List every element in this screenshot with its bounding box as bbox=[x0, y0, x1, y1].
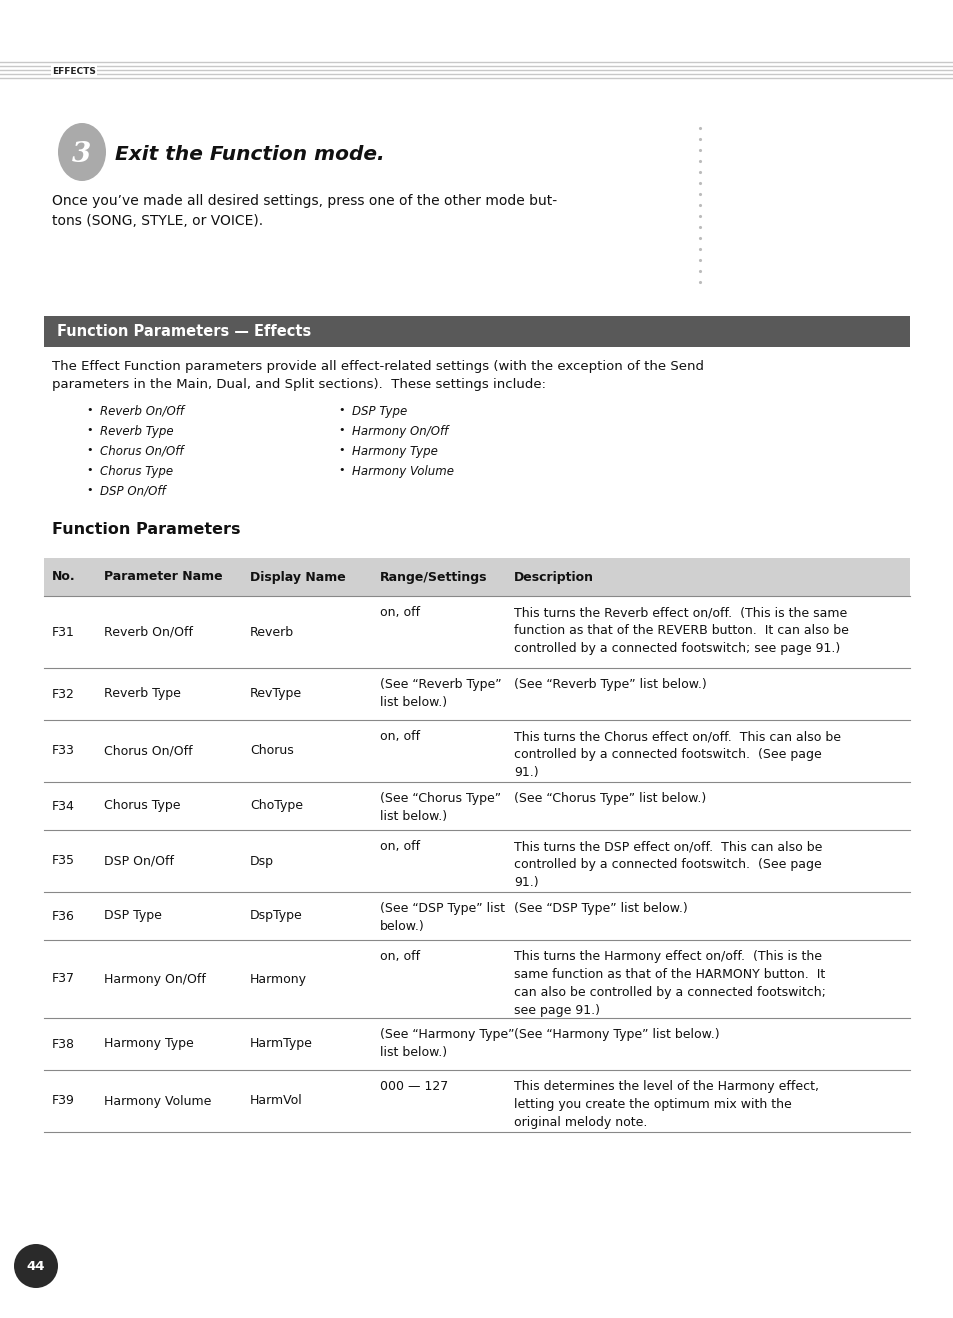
Text: F38: F38 bbox=[52, 1037, 75, 1050]
Text: Function Parameters: Function Parameters bbox=[52, 522, 240, 536]
Text: (See “Reverb Type”
list below.): (See “Reverb Type” list below.) bbox=[379, 677, 501, 709]
Bar bbox=[44, 316, 909, 347]
Text: Harmony Type: Harmony Type bbox=[104, 1037, 193, 1050]
Text: 000 — 127: 000 — 127 bbox=[379, 1079, 448, 1093]
Text: DSP On/Off: DSP On/Off bbox=[100, 485, 166, 498]
Text: Parameter Name: Parameter Name bbox=[104, 571, 222, 584]
Text: •: • bbox=[337, 405, 344, 415]
Text: Reverb: Reverb bbox=[250, 626, 294, 638]
Text: (See “Chorus Type” list below.): (See “Chorus Type” list below.) bbox=[514, 792, 705, 805]
Bar bbox=[44, 558, 909, 596]
Text: •: • bbox=[337, 445, 344, 455]
Text: Chorus Type: Chorus Type bbox=[104, 800, 180, 812]
Text: •: • bbox=[337, 465, 344, 474]
Text: DSP Type: DSP Type bbox=[104, 909, 162, 923]
Text: Chorus On/Off: Chorus On/Off bbox=[104, 745, 193, 758]
Text: 44: 44 bbox=[27, 1260, 45, 1272]
Text: No.: No. bbox=[52, 571, 75, 584]
Text: •: • bbox=[86, 445, 92, 455]
Text: HarmType: HarmType bbox=[250, 1037, 313, 1050]
Text: DSP Type: DSP Type bbox=[352, 405, 407, 418]
Text: Dsp: Dsp bbox=[250, 854, 274, 867]
Text: (See “Chorus Type”
list below.): (See “Chorus Type” list below.) bbox=[379, 792, 500, 822]
Text: ChoType: ChoType bbox=[250, 800, 303, 812]
Text: RevType: RevType bbox=[250, 688, 302, 700]
Text: Once you’ve made all desired settings, press one of the other mode but-: Once you’ve made all desired settings, p… bbox=[52, 194, 557, 208]
Text: on, off: on, off bbox=[379, 840, 419, 853]
Text: Harmony On/Off: Harmony On/Off bbox=[352, 424, 448, 438]
Text: parameters in the Main, Dual, and Split sections).  These settings include:: parameters in the Main, Dual, and Split … bbox=[52, 378, 545, 391]
Text: •: • bbox=[337, 424, 344, 435]
Text: Reverb On/Off: Reverb On/Off bbox=[100, 405, 184, 418]
Text: F36: F36 bbox=[52, 909, 74, 923]
Text: Reverb On/Off: Reverb On/Off bbox=[104, 626, 193, 638]
Text: •: • bbox=[86, 405, 92, 415]
Text: Exit the Function mode.: Exit the Function mode. bbox=[115, 145, 384, 163]
Text: Harmony: Harmony bbox=[250, 973, 307, 986]
Text: Harmony Volume: Harmony Volume bbox=[104, 1094, 212, 1107]
Circle shape bbox=[14, 1244, 58, 1288]
Text: F32: F32 bbox=[52, 688, 74, 700]
Text: DSP On/Off: DSP On/Off bbox=[104, 854, 173, 867]
Text: (See “Harmony Type”
list below.): (See “Harmony Type” list below.) bbox=[379, 1028, 514, 1058]
Text: Harmony Volume: Harmony Volume bbox=[352, 465, 454, 478]
Text: EFFECTS: EFFECTS bbox=[52, 66, 95, 75]
Text: This turns the Harmony effect on/off.  (This is the
same function as that of the: This turns the Harmony effect on/off. (T… bbox=[514, 950, 825, 1017]
Text: on, off: on, off bbox=[379, 606, 419, 619]
Text: on, off: on, off bbox=[379, 950, 419, 963]
Text: Display Name: Display Name bbox=[250, 571, 345, 584]
Text: This turns the DSP effect on/off.  This can also be
controlled by a connected fo: This turns the DSP effect on/off. This c… bbox=[514, 840, 821, 890]
Text: (See “Reverb Type” list below.): (See “Reverb Type” list below.) bbox=[514, 677, 706, 691]
Text: This determines the level of the Harmony effect,
letting you create the optimum : This determines the level of the Harmony… bbox=[514, 1079, 818, 1130]
Text: •: • bbox=[86, 465, 92, 474]
Text: (See “Harmony Type” list below.): (See “Harmony Type” list below.) bbox=[514, 1028, 719, 1041]
Text: Range/Settings: Range/Settings bbox=[379, 571, 487, 584]
Text: F31: F31 bbox=[52, 626, 74, 638]
Text: Harmony Type: Harmony Type bbox=[352, 445, 437, 457]
Text: Harmony On/Off: Harmony On/Off bbox=[104, 973, 206, 986]
Text: Chorus Type: Chorus Type bbox=[100, 465, 172, 478]
Text: Chorus: Chorus bbox=[250, 745, 294, 758]
Text: This turns the Chorus effect on/off.  This can also be
controlled by a connected: This turns the Chorus effect on/off. Thi… bbox=[514, 730, 841, 779]
Text: F35: F35 bbox=[52, 854, 75, 867]
Text: Description: Description bbox=[514, 571, 594, 584]
Ellipse shape bbox=[58, 123, 106, 181]
Text: Reverb Type: Reverb Type bbox=[104, 688, 181, 700]
Text: tons (SONG, STYLE, or VOICE).: tons (SONG, STYLE, or VOICE). bbox=[52, 214, 263, 228]
Text: (See “DSP Type” list below.): (See “DSP Type” list below.) bbox=[514, 902, 687, 915]
Text: (See “DSP Type” list
below.): (See “DSP Type” list below.) bbox=[379, 902, 504, 933]
Text: Chorus On/Off: Chorus On/Off bbox=[100, 445, 183, 457]
Text: DspType: DspType bbox=[250, 909, 302, 923]
Text: on, off: on, off bbox=[379, 730, 419, 743]
Text: The Effect Function parameters provide all effect-related settings (with the exc: The Effect Function parameters provide a… bbox=[52, 360, 703, 373]
Text: 3: 3 bbox=[72, 141, 91, 167]
Text: Function Parameters — Effects: Function Parameters — Effects bbox=[57, 324, 311, 339]
Text: F34: F34 bbox=[52, 800, 74, 812]
Text: •: • bbox=[86, 424, 92, 435]
Text: This turns the Reverb effect on/off.  (This is the same
function as that of the : This turns the Reverb effect on/off. (Th… bbox=[514, 606, 848, 655]
Text: Reverb Type: Reverb Type bbox=[100, 424, 173, 438]
Text: •: • bbox=[86, 485, 92, 496]
Text: F33: F33 bbox=[52, 745, 74, 758]
Text: F39: F39 bbox=[52, 1094, 74, 1107]
Text: F37: F37 bbox=[52, 973, 75, 986]
Text: HarmVol: HarmVol bbox=[250, 1094, 302, 1107]
